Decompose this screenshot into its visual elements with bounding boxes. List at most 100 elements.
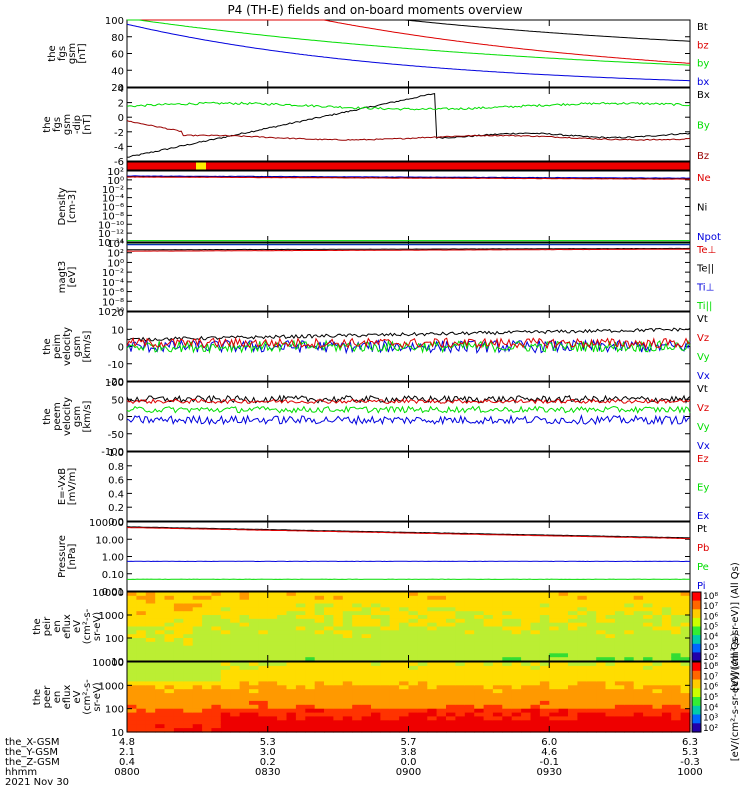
heatmap-cell [521, 603, 532, 608]
heatmap-cell [417, 649, 428, 654]
heatmap-cell [586, 708, 597, 714]
heatmap-cell [380, 607, 391, 612]
heatmap-cell [342, 704, 353, 710]
heatmap-cell [455, 689, 466, 694]
heatmap-cell [464, 657, 475, 662]
heatmap-cell [305, 657, 316, 662]
heatmap-cell [446, 618, 456, 624]
heatmap-cell [173, 681, 184, 686]
heatmap-cell [230, 641, 241, 647]
heatmap-cell [389, 669, 400, 675]
heatmap-cell [258, 716, 269, 721]
heatmap-cell [549, 673, 560, 679]
heatmap-cell [333, 603, 344, 608]
heatmap-cell [455, 720, 466, 725]
heatmap-cell [455, 708, 466, 714]
heatmap-cell [474, 728, 485, 733]
heatmap-cell [277, 665, 288, 671]
heatmap-cell [249, 693, 259, 698]
heatmap-cell [389, 634, 400, 639]
heatmap-cell [586, 712, 597, 718]
heatmap-cell [155, 704, 166, 710]
heatmap-cell [361, 607, 372, 612]
heatmap-cell [295, 638, 306, 643]
heatmap-cell [155, 728, 166, 733]
heatmap-cell [211, 603, 222, 608]
heatmap-cell [314, 630, 325, 635]
heatmap-cell [417, 677, 428, 683]
heatmap-cell [361, 622, 372, 628]
heatmap-cell [568, 665, 578, 671]
heatmap-cell [380, 630, 391, 635]
heatmap-cell [586, 700, 597, 706]
heatmap-cell [183, 615, 194, 620]
heatmap-cell [389, 645, 400, 651]
heatmap-cell [633, 638, 644, 643]
heatmap-cell [155, 626, 166, 631]
y-tick-label: 10⁴ [107, 239, 124, 250]
heatmap-cell [558, 607, 569, 612]
heatmap-cell [558, 689, 569, 694]
heatmap-cell [446, 592, 456, 597]
heatmap-cell [305, 681, 316, 686]
heatmap-cell [380, 704, 391, 710]
y-tick-label: 2 [118, 99, 124, 110]
heatmap-cell [371, 697, 381, 702]
heatmap-cell [464, 700, 475, 706]
y-tick-label: 0.10 [102, 570, 124, 581]
heatmap-cell [380, 649, 391, 654]
heatmap-cell [671, 700, 682, 706]
heatmap-cell [586, 595, 597, 601]
heatmap-cell [417, 595, 428, 601]
heatmap-cell [220, 673, 231, 679]
heatmap-cell [521, 634, 532, 639]
heatmap-cell [249, 645, 259, 651]
heatmap-cell [127, 693, 137, 698]
heatmap-cell [436, 673, 447, 679]
heatmap-cell [633, 700, 644, 706]
heatmap-cell [380, 618, 391, 624]
heatmap-cell [605, 689, 616, 694]
heatmap-cell [643, 693, 654, 698]
y-tick-label: 10⁻² [102, 268, 124, 279]
panel-7 [126, 451, 691, 522]
heatmap-cell [558, 662, 569, 667]
legend-Vt: Vt [697, 314, 708, 325]
heatmap-cell [661, 681, 672, 686]
heatmap-cell [164, 603, 175, 608]
heatmap-cell [680, 681, 691, 686]
heatmap-cell [277, 595, 288, 601]
heatmap-cell [614, 653, 625, 658]
heatmap-cell [399, 689, 410, 694]
heatmap-cell [136, 657, 147, 662]
heatmap-cell [408, 645, 419, 651]
colorbar-cell [692, 609, 701, 619]
heatmap-cell [211, 641, 222, 647]
heatmap-cell [164, 685, 175, 690]
heatmap-cell [549, 685, 560, 690]
heatmap-cell [295, 592, 306, 597]
heatmap-cell [286, 622, 297, 628]
heatmap-cell [342, 599, 353, 605]
heatmap-cell [427, 689, 438, 694]
footer-value: 0830 [255, 767, 280, 778]
heatmap-cell [399, 700, 410, 706]
heatmap-cell [202, 662, 213, 667]
heatmap-cell [380, 685, 391, 690]
heatmap-cell [371, 716, 381, 721]
heatmap-cell [549, 681, 560, 686]
heatmap-cell [183, 665, 194, 671]
heatmap-cell [249, 716, 259, 721]
heatmap-cell [539, 634, 550, 639]
heatmap-cell [183, 677, 194, 683]
legend-Ez: Ez [697, 454, 709, 465]
y-tick-label: 10⁻¹² [98, 229, 124, 240]
colorbar-cell [692, 714, 701, 724]
heatmap-cell [671, 708, 682, 714]
heatmap-cell [539, 681, 550, 686]
heatmap-cell [586, 630, 597, 635]
heatmap-cell [286, 728, 297, 733]
heatmap-cell [371, 641, 381, 647]
y-axis-label: [mV/m] [67, 468, 78, 506]
heatmap-cell [230, 712, 241, 718]
